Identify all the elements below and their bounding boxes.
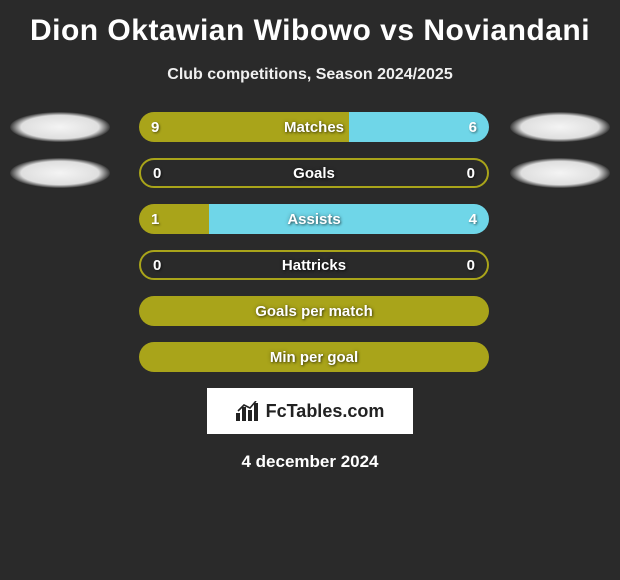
player-halo-right [510,112,610,142]
stat-row: Min per goal [0,342,620,372]
stat-bar: Min per goal [139,342,489,372]
stat-label: Goals [141,160,487,186]
stat-label: Assists [139,204,489,234]
player-halo-left [10,158,110,188]
stat-label: Hattricks [141,252,487,278]
player-halo-left [10,112,110,142]
player-halo-right [510,158,610,188]
page-title: Dion Oktawian Wibowo vs Noviandani [0,0,620,48]
stat-row: 14Assists [0,204,620,234]
stat-row: 00Goals [0,158,620,188]
stat-label: Min per goal [139,342,489,372]
stat-row: 96Matches [0,112,620,142]
stat-row: Goals per match [0,296,620,326]
stat-bar: Goals per match [139,296,489,326]
stat-row: 00Hattricks [0,250,620,280]
comparison-chart: 96Matches 00Goals 14Assists 00Hattricks Goal… [0,112,620,372]
stat-bar: 00Goals [139,158,489,188]
stat-label: Matches [139,112,489,142]
stat-label: Goals per match [139,296,489,326]
subtitle: Club competitions, Season 2024/2025 [0,66,620,84]
stat-bar: 96Matches [139,112,489,142]
stat-bar: 00Hattricks [139,250,489,280]
logo-text: FcTables.com [266,401,385,422]
stat-bar: 14Assists [139,204,489,234]
logo-chart-icon [236,401,260,421]
logo-badge: FcTables.com [207,388,413,434]
date-label: 4 december 2024 [0,452,620,472]
